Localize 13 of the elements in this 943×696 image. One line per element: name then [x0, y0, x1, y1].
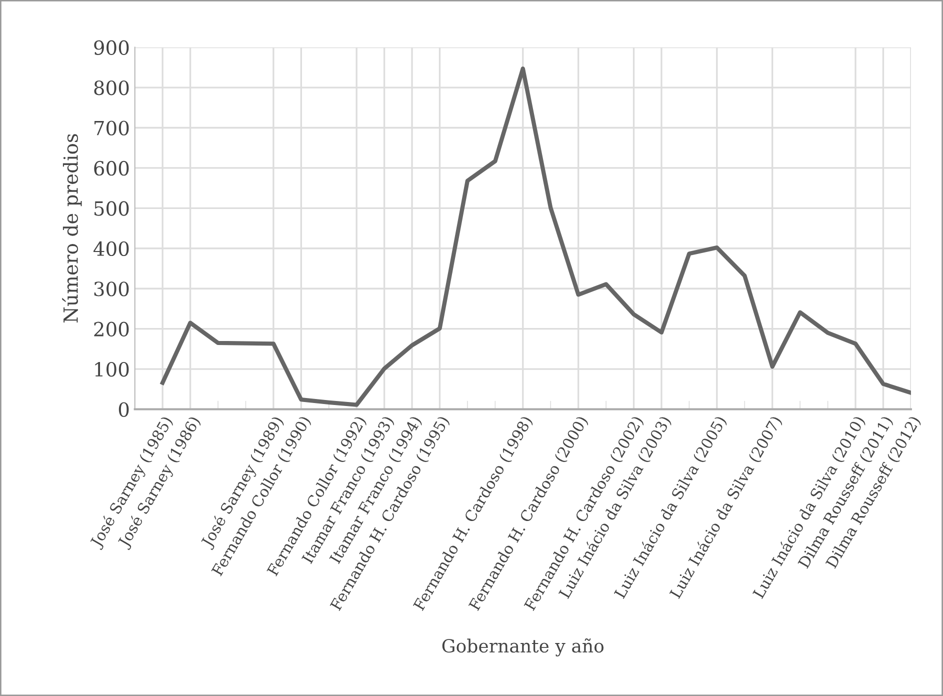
y-tick-label: 500: [94, 201, 129, 216]
y-tick-label: 400: [93, 241, 129, 256]
line-series: [160, 66, 911, 407]
y-tick-label: 100: [95, 362, 129, 377]
y-tick-label: 0: [118, 402, 129, 417]
y-tick-label: 200: [94, 322, 129, 336]
x-axis-title: Gobernante y año: [442, 638, 604, 656]
y-tick-label: 900: [94, 40, 129, 55]
y-tick-label: 700: [94, 120, 129, 136]
y-tick-label: 800: [94, 80, 129, 96]
y-tick-label: 600: [94, 160, 129, 176]
y-axis-title: Número de predios: [62, 134, 82, 323]
y-tick-label: 300: [94, 282, 129, 296]
